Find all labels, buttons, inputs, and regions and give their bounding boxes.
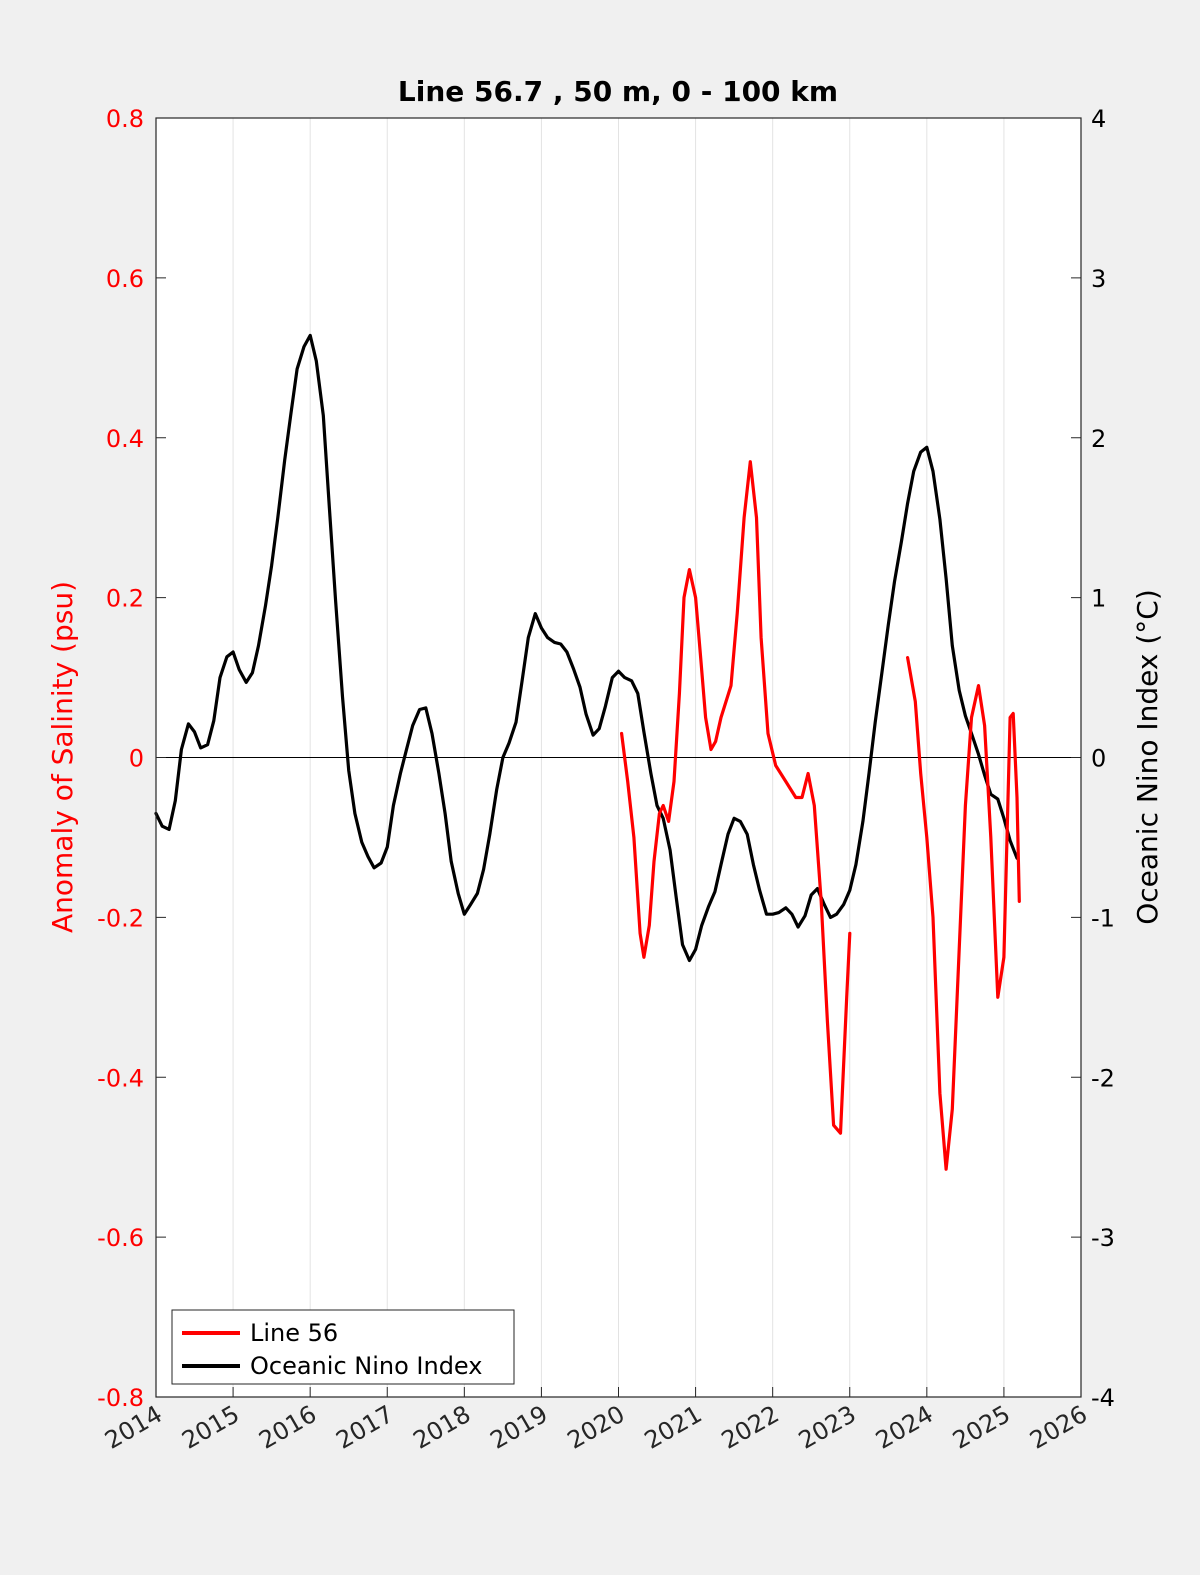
x-tick-label: 2025	[948, 1400, 1015, 1455]
series-line-line56	[620, 460, 852, 1135]
y-right-tick-label: -4	[1091, 1384, 1115, 1412]
y-left-tick-label: 0	[129, 745, 144, 773]
x-tick-label: 2022	[717, 1400, 784, 1455]
y-right-tick-label: 2	[1091, 425, 1106, 453]
legend-entry-line56: Line 56	[250, 1319, 338, 1347]
y-left-tick-label: -0.4	[97, 1064, 144, 1092]
x-tick-label: 2019	[486, 1400, 553, 1455]
y-right-tick-label: 0	[1091, 745, 1106, 773]
y-right-tick-label: -2	[1091, 1064, 1115, 1092]
y-right-tick-label: 4	[1091, 105, 1106, 133]
legend-box	[171, 1309, 515, 1385]
legend-entry-oni: Oceanic Nino Index	[250, 1352, 482, 1380]
y-right-tick-label: -1	[1091, 904, 1115, 932]
x-tick-label: 2017	[331, 1400, 398, 1455]
y-axis-left-label: Anomaly of Salinity (psu)	[46, 581, 79, 933]
y-left-tick-label: -0.2	[97, 904, 144, 932]
x-tick-label: 2018	[408, 1400, 475, 1455]
legend: Line 56 Oceanic Nino Index	[171, 1309, 515, 1385]
series-line-line56	[906, 656, 1021, 1171]
y-right-tick-label: 1	[1091, 585, 1106, 613]
y-left-tick-label: -0.6	[97, 1224, 144, 1252]
y-right-tick-label: -3	[1091, 1224, 1115, 1252]
y-left-tick-label: 0.8	[106, 105, 144, 133]
y-left-tick-label: 0.6	[106, 265, 144, 293]
x-tick-label: 2021	[640, 1400, 707, 1455]
y-axis-right-label: Oceanic Nino Index (°C)	[1131, 589, 1164, 925]
y-left-tick-label: 0.2	[106, 585, 144, 613]
left-y-axis: 0.8 0.6 0.4 0.2 0 -0.2 -0.4 -0.6 -0.8	[97, 105, 166, 1412]
x-tick-label: 2015	[177, 1400, 244, 1455]
chart-title: Line 56.7 , 50 m, 0 - 100 km	[398, 75, 838, 108]
right-y-axis: 4 3 2 1 0 -1 -2 -3 -4	[1071, 105, 1115, 1412]
x-tick-label: 2023	[794, 1400, 861, 1455]
y-left-tick-label: 0.4	[106, 425, 144, 453]
y-left-tick-label: -0.8	[97, 1384, 144, 1412]
series-line-oni	[154, 333, 1019, 963]
x-tick-label: 2020	[563, 1400, 630, 1455]
series-group	[154, 333, 1021, 1171]
x-tick-label: 2026	[1025, 1400, 1092, 1455]
x-tick-label: 2024	[871, 1400, 938, 1455]
y-right-tick-label: 3	[1091, 265, 1106, 293]
x-tick-label: 2016	[254, 1400, 321, 1455]
